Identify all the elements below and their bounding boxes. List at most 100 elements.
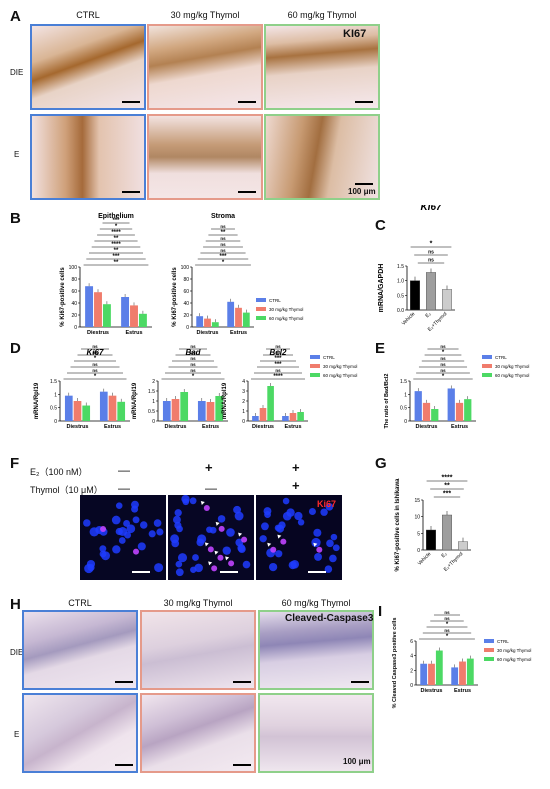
micrograph-h-e-60: [258, 693, 374, 773]
sig-label: ns: [428, 258, 434, 264]
ki67-positive-nucleus: [211, 565, 218, 572]
bar: [102, 304, 111, 327]
panel-a-col-30: 30 mg/kg Thymol: [170, 10, 240, 20]
y-tick-label: 60: [71, 289, 77, 295]
y-axis-label: The ratio of Bad/Bcl2: [384, 373, 390, 428]
bar: [426, 272, 437, 311]
y-axis-label: % Cleaved Caspase3 positive cells: [392, 618, 398, 709]
panel-a-marker-label: KI67: [343, 28, 367, 40]
legend-label: CTRL: [497, 639, 509, 644]
nucleus: [259, 535, 267, 543]
category-label: Diestrus: [87, 330, 109, 336]
micrograph-a-e-30: [147, 114, 263, 200]
y-tick-label: 4: [410, 654, 413, 660]
legend-label: 60 mg/kg Thymol: [269, 316, 303, 321]
nucleus: [137, 542, 146, 551]
nucleus: [332, 544, 340, 552]
panel-h-letter: H: [10, 596, 21, 613]
bar: [85, 286, 94, 327]
sig-label: ***: [274, 356, 282, 362]
nucleus: [282, 497, 290, 505]
y-tick-label: 0: [404, 419, 407, 425]
bar: [289, 413, 297, 421]
panel-f-e2-state-2: +: [205, 460, 213, 475]
legend-swatch: [310, 364, 320, 368]
bar: [464, 399, 472, 421]
nucleus: [118, 537, 126, 544]
nucleus: [222, 546, 231, 555]
y-tick-label: 0.5: [397, 293, 404, 299]
panel-f-e2-state-3: +: [292, 460, 300, 475]
nucleus: [115, 527, 123, 536]
micrograph-h-e-30: [140, 693, 256, 773]
nucleus: [329, 554, 337, 563]
nucleus: [294, 511, 303, 521]
nucleus: [233, 505, 242, 514]
legend-label: 30 mg/kg Thymol: [497, 648, 531, 653]
nucleus: [192, 554, 199, 561]
sig-label: ***: [219, 254, 227, 260]
sig-label: *: [430, 241, 433, 248]
y-tick-label: 0.0: [397, 308, 404, 314]
y-tick-label: 0.5: [50, 406, 57, 412]
scale-bar: [233, 681, 251, 683]
sig-label: ****: [111, 230, 121, 236]
panel-d-letter: D: [10, 340, 21, 357]
legend-label: CTRL: [323, 355, 335, 360]
bar: [121, 297, 130, 327]
bar: [282, 416, 289, 421]
bar: [297, 412, 304, 421]
panel-h-col-30: 30 mg/kg Thymol: [163, 598, 233, 608]
legend-swatch: [256, 298, 266, 302]
y-axis-label: % Ki67-positive cells in Ishikawa: [395, 478, 401, 572]
sig-label: **: [114, 260, 119, 266]
y-tick-label: 1: [404, 392, 407, 398]
nucleus: [275, 550, 283, 558]
sig-label: *: [442, 374, 445, 380]
y-tick-label: 0: [417, 548, 420, 554]
sig-label: ***: [112, 218, 120, 224]
chart-title: KI67: [420, 205, 442, 213]
ki67-positive-nucleus: [218, 525, 225, 532]
nucleus: [234, 511, 244, 521]
bar: [420, 663, 428, 685]
bar: [428, 663, 435, 685]
bar: [267, 386, 274, 421]
category-label: Estrus: [284, 424, 301, 430]
y-axis-label: mRNA/GAPDH: [378, 264, 385, 313]
nucleus: [297, 519, 305, 526]
nucleus: [140, 521, 148, 529]
panel-f-thymol-label: Thymol（10 μM）: [30, 485, 103, 495]
y-tick-label: 80: [183, 277, 189, 283]
y-tick-label: 40: [183, 301, 189, 307]
sig-label: ****: [442, 475, 453, 482]
nucleus: [320, 508, 328, 516]
scale-bar: [238, 101, 256, 103]
ki67-positive-nucleus: [203, 504, 210, 511]
nucleus: [131, 505, 139, 513]
nucleus: [171, 539, 180, 548]
panel-g-letter: G: [375, 455, 387, 472]
panel-a-letter: A: [10, 8, 21, 25]
y-tick-label: 60: [183, 289, 189, 295]
bar: [431, 409, 439, 421]
panel-h-marker-label: Cleaved-Caspase3: [285, 613, 374, 624]
micrograph-a-die-30: [147, 24, 263, 110]
nucleus: [308, 507, 316, 515]
chart-title: Bcl2: [270, 348, 287, 357]
y-tick-label: 0.5: [148, 409, 155, 415]
scale-bar: [355, 183, 373, 185]
scale-bar: [122, 101, 140, 103]
ki67-positive-nucleus: [228, 560, 235, 567]
arrowhead-icon: [214, 550, 219, 555]
nucleus: [189, 497, 197, 505]
bar: [414, 391, 422, 421]
y-tick-label: 100: [69, 265, 78, 271]
chart-title: Epithelium: [98, 213, 134, 220]
category-label: Diestrus: [196, 330, 218, 336]
y-tick-label: 20: [183, 313, 189, 319]
ki67-positive-nucleus: [241, 536, 248, 543]
arrowhead-icon: [204, 542, 209, 547]
panel-f-e2-state-1: —: [118, 463, 130, 477]
